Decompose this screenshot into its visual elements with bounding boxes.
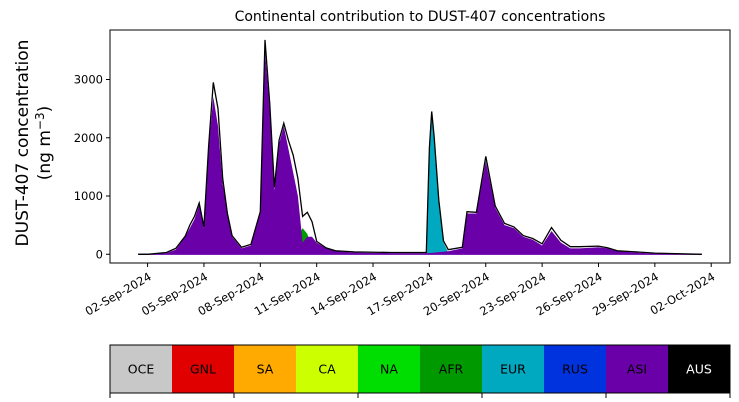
legend-label-sa: SA bbox=[257, 362, 274, 377]
legend-swatch-oce bbox=[110, 345, 173, 393]
legend-label-rus: RUS bbox=[562, 362, 588, 377]
y-tick-label: 3000 bbox=[74, 73, 103, 87]
y-axis-label-line2: (ng m−3) bbox=[33, 106, 55, 181]
legend-label-oce: OCE bbox=[128, 362, 155, 377]
legend-label-ca: CA bbox=[318, 362, 336, 377]
plot-area bbox=[138, 39, 702, 255]
legend-label-afr: AFR bbox=[439, 362, 464, 377]
legend-label-eur: EUR bbox=[500, 362, 526, 377]
legend-swatch-na bbox=[358, 345, 421, 393]
plot-frame bbox=[109, 29, 731, 264]
legend-swatch-asi bbox=[606, 345, 669, 393]
chart-title: Continental contribution to DUST-407 con… bbox=[235, 9, 606, 25]
legend-colorbar: OCE GNL SA CA NA AFR EUR RUS ASI AUS bbox=[109, 344, 731, 398]
total-line bbox=[138, 39, 702, 255]
y-tick-label: 0 bbox=[96, 247, 103, 261]
legend-label-aus: AUS bbox=[686, 362, 712, 377]
legend-swatch-eur bbox=[482, 345, 545, 393]
y-axis-label-line1: DUST-407 concentration bbox=[13, 40, 33, 247]
legend-swatch-sa bbox=[234, 345, 297, 393]
legend-swatch-aus bbox=[668, 345, 731, 393]
legend-label-asi: ASI bbox=[627, 362, 647, 377]
legend-frame bbox=[109, 344, 731, 394]
x-axis: 02-Sep-202405-Sep-202408-Sep-202411-Sep-… bbox=[83, 263, 717, 319]
area-series-asi bbox=[138, 50, 702, 255]
y-axis: 0 1000 2000 3000 bbox=[74, 73, 110, 261]
legend-label-gnl: GNL bbox=[190, 362, 216, 377]
y-tick-label: 2000 bbox=[74, 131, 103, 145]
y-tick-label: 1000 bbox=[74, 189, 103, 203]
legend-swatch-ca bbox=[296, 345, 359, 393]
legend-swatch-rus bbox=[544, 345, 607, 393]
legend-label-na: NA bbox=[380, 362, 398, 377]
legend-swatch-afr bbox=[420, 345, 483, 393]
legend-swatch-gnl bbox=[172, 345, 235, 393]
